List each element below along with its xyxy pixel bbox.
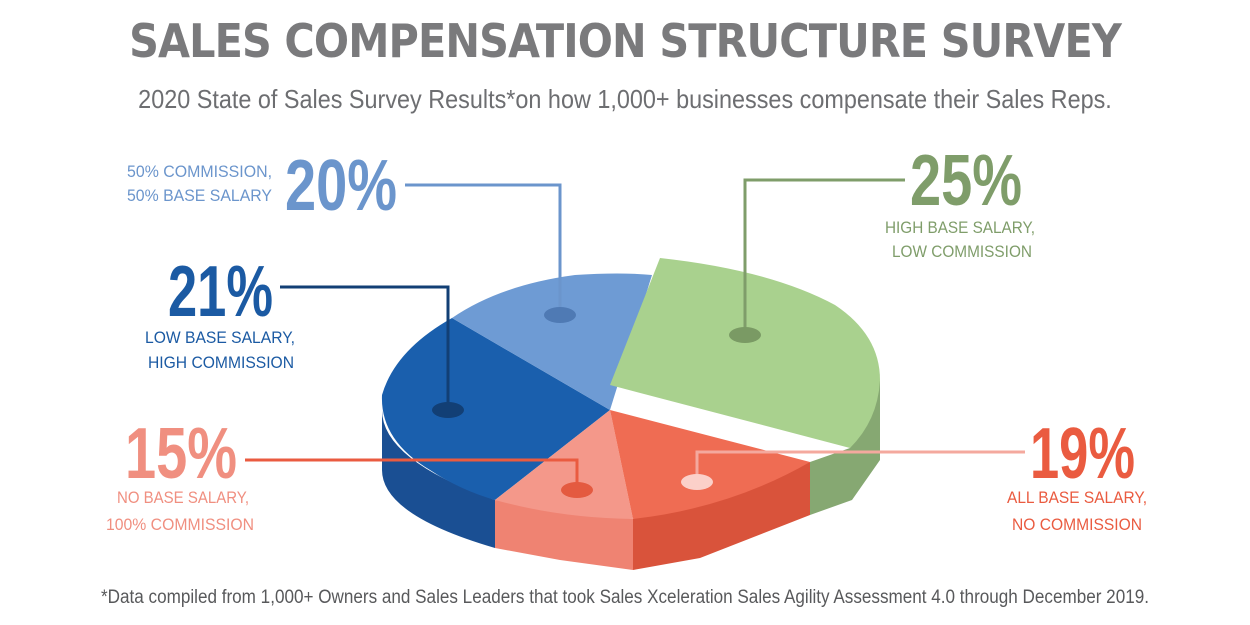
- leader-lines: [245, 178, 1025, 498]
- slice-label-15-line1: NO BASE SALARY,: [117, 488, 249, 507]
- leader-dot-21: [432, 402, 464, 418]
- slice-salmon: [495, 410, 633, 519]
- leader-line-19: [695, 450, 1025, 482]
- slice-label-group-21: 21% LOW BASE SALARY, HIGH COMMISSION: [145, 252, 295, 372]
- slice-green: [610, 258, 880, 448]
- slice-label-21-line2: HIGH COMMISSION: [148, 353, 294, 372]
- slice-side-low-base: [382, 410, 495, 548]
- leader-line-21: [280, 285, 450, 410]
- slice-label-20-line2: 50% BASE SALARY: [127, 186, 272, 205]
- slice-label-20-line1: 50% COMMISSION,: [127, 162, 272, 181]
- page-subtitle: 2020 State of Sales Survey Results*on ho…: [138, 84, 1112, 114]
- slice-side-all-base: [633, 462, 810, 570]
- slice-label-25-line2: LOW COMMISSION: [892, 242, 1032, 261]
- slice-side-high-base: [810, 380, 880, 515]
- slice-label-25-line1: HIGH BASE SALARY,: [885, 218, 1035, 237]
- slice-label-group-25: 25% HIGH BASE SALARY, LOW COMMISSION: [885, 141, 1035, 261]
- leader-dot-25: [729, 327, 761, 343]
- pie-top-faces: [381, 258, 880, 519]
- slice-percent-20: 20%: [285, 146, 397, 226]
- slice-label-group-20: 20% 50% COMMISSION, 50% BASE SALARY: [127, 146, 397, 226]
- slice-percent-15: 15%: [125, 414, 237, 494]
- leader-dot-19: [681, 474, 713, 490]
- leader-line-25: [743, 178, 905, 335]
- slice-blue-dark: [381, 318, 610, 500]
- leader-line-20: [405, 183, 562, 315]
- slice-percent-21: 21%: [168, 252, 273, 332]
- footnote: *Data compiled from 1,000+ Owners and Sa…: [101, 587, 1149, 608]
- slice-label-21-line1: LOW BASE SALARY,: [145, 328, 295, 347]
- slice-percent-19: 19%: [1030, 414, 1135, 494]
- leader-dot-20: [544, 307, 576, 323]
- leader-dot-15: [561, 482, 593, 498]
- slice-label-19-line2: NO COMMISSION: [1012, 515, 1142, 534]
- slice-coral: [610, 410, 810, 519]
- slice-label-15-line2: 100% COMMISSION: [106, 515, 254, 534]
- slice-percent-25: 25%: [910, 141, 1022, 221]
- slice-label-19-line1: ALL BASE SALARY,: [1007, 488, 1147, 507]
- leader-line-15: [245, 458, 579, 490]
- slice-blue-light: [452, 273, 652, 410]
- slice-label-group-19: 19% ALL BASE SALARY, NO COMMISSION: [1007, 414, 1147, 534]
- page-title: SALES COMPENSATION STRUCTURE SURVEY: [129, 14, 1122, 68]
- slice-label-group-15: 15% NO BASE SALARY, 100% COMMISSION: [106, 414, 254, 534]
